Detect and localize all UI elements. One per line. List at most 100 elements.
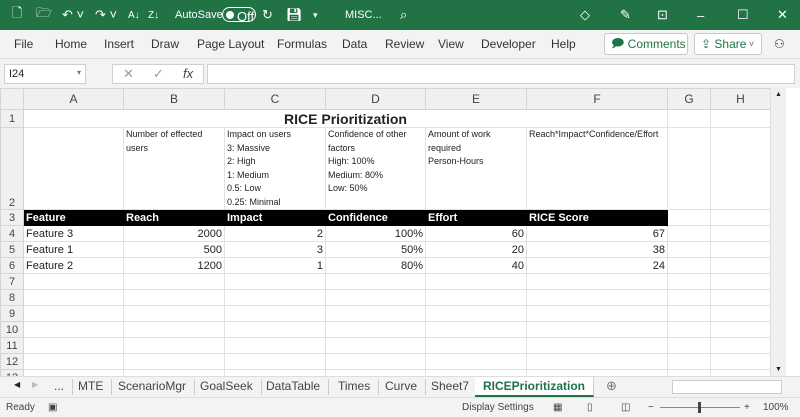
row-header[interactable]: 3 bbox=[0, 209, 24, 226]
cell[interactable] bbox=[23, 273, 124, 290]
cell[interactable]: 38 bbox=[526, 241, 668, 258]
tab-mte[interactable]: MTE bbox=[70, 379, 113, 395]
cell[interactable] bbox=[123, 305, 225, 322]
row-header[interactable]: 5 bbox=[0, 241, 24, 258]
description-cell[interactable]: Reach*Impact*Confidence/Effort bbox=[526, 127, 668, 210]
cell[interactable] bbox=[123, 337, 225, 354]
tab-scenariomgr[interactable]: ScenarioMgr bbox=[110, 379, 196, 395]
cell[interactable] bbox=[526, 273, 668, 290]
header-cell[interactable]: Confidence bbox=[325, 209, 426, 226]
search-icon[interactable]: ⌕ bbox=[400, 7, 408, 22]
cell[interactable]: 80% bbox=[325, 257, 426, 274]
menu-developer[interactable]: Developer bbox=[481, 37, 536, 51]
cell[interactable] bbox=[526, 353, 668, 370]
cell[interactable] bbox=[23, 127, 124, 210]
cell[interactable]: 1 bbox=[224, 257, 326, 274]
pen-icon[interactable]: ✎ bbox=[620, 7, 631, 22]
column-header[interactable]: D bbox=[325, 88, 426, 110]
customize-icon[interactable]: ▾ bbox=[313, 9, 318, 20]
cell[interactable] bbox=[123, 289, 225, 306]
cell[interactable]: 67 bbox=[526, 225, 668, 242]
cell[interactable]: Feature 2 bbox=[23, 257, 124, 274]
cell[interactable] bbox=[325, 321, 426, 338]
cell[interactable] bbox=[710, 289, 771, 306]
cell[interactable] bbox=[710, 257, 771, 274]
cell[interactable] bbox=[425, 273, 527, 290]
cell[interactable] bbox=[667, 353, 711, 370]
cell[interactable] bbox=[667, 241, 711, 258]
row-header[interactable]: 6 bbox=[0, 257, 24, 274]
tab-riceprioritization[interactable]: RICEPrioritization bbox=[475, 377, 595, 397]
cell[interactable] bbox=[425, 321, 527, 338]
cell[interactable]: 500 bbox=[123, 241, 225, 258]
cell[interactable] bbox=[123, 273, 225, 290]
vertical-scrollbar[interactable]: ▲ ▼ bbox=[770, 88, 786, 376]
cell[interactable] bbox=[526, 305, 668, 322]
cell[interactable] bbox=[667, 305, 711, 322]
column-header[interactable]: B bbox=[123, 88, 225, 110]
cell[interactable] bbox=[526, 321, 668, 338]
cell[interactable]: 40 bbox=[425, 257, 527, 274]
cell[interactable] bbox=[425, 289, 527, 306]
tab-scroll-left-icon[interactable]: ◀ bbox=[14, 380, 21, 389]
share-button[interactable]: ⇪ Share ˅ bbox=[694, 33, 762, 55]
cell[interactable] bbox=[224, 321, 326, 338]
cell[interactable] bbox=[224, 353, 326, 370]
row-header[interactable]: 9 bbox=[0, 305, 24, 322]
cell[interactable]: 50% bbox=[325, 241, 426, 258]
fx-icon[interactable]: fx bbox=[183, 66, 194, 81]
cell[interactable] bbox=[667, 273, 711, 290]
cell[interactable] bbox=[710, 109, 771, 128]
zoom-slider[interactable] bbox=[660, 402, 740, 413]
cell[interactable] bbox=[667, 321, 711, 338]
cell[interactable] bbox=[710, 273, 771, 290]
cell[interactable] bbox=[710, 353, 771, 370]
cell[interactable] bbox=[224, 289, 326, 306]
undo-icon[interactable]: ↶ ˅ bbox=[62, 7, 85, 22]
open-icon[interactable]: 🗁 bbox=[36, 5, 53, 20]
cell[interactable] bbox=[667, 289, 711, 306]
tab-scroll-right-icon[interactable]: ▶ bbox=[32, 380, 39, 389]
sheet-title[interactable]: RICE Prioritization bbox=[23, 109, 668, 128]
column-header[interactable]: A bbox=[23, 88, 124, 110]
normal-view-icon[interactable]: ▦ bbox=[553, 402, 563, 413]
cell[interactable] bbox=[667, 127, 711, 210]
select-all[interactable] bbox=[0, 88, 24, 110]
cell[interactable]: 2000 bbox=[123, 225, 225, 242]
cell[interactable] bbox=[23, 337, 124, 354]
cell[interactable]: 1200 bbox=[123, 257, 225, 274]
cell[interactable] bbox=[224, 273, 326, 290]
cell[interactable] bbox=[23, 289, 124, 306]
menu-page-layout[interactable]: Page Layout bbox=[197, 37, 265, 51]
cell[interactable] bbox=[123, 353, 225, 370]
cell[interactable] bbox=[23, 305, 124, 322]
sort-asc-icon[interactable]: A↓ bbox=[128, 9, 140, 21]
name-box[interactable]: I24 ▾ bbox=[4, 64, 86, 84]
header-cell[interactable]: Effort bbox=[425, 209, 527, 226]
cell[interactable] bbox=[325, 289, 426, 306]
comments-button[interactable]: 🗩 Comments bbox=[604, 33, 688, 55]
enter-icon[interactable]: ✓ bbox=[153, 66, 164, 81]
cell[interactable]: Feature 3 bbox=[23, 225, 124, 242]
cell[interactable] bbox=[325, 337, 426, 354]
cell[interactable] bbox=[710, 321, 771, 338]
cell[interactable]: Feature 1 bbox=[23, 241, 124, 258]
menu-insert[interactable]: Insert bbox=[104, 37, 135, 51]
save-icon[interactable]: 💾︎ bbox=[286, 7, 303, 22]
menu-formulas[interactable]: Formulas bbox=[277, 37, 328, 51]
horizontal-scrollbar[interactable] bbox=[672, 380, 782, 394]
cell[interactable] bbox=[526, 289, 668, 306]
page-break-view-icon[interactable]: ◫ bbox=[621, 402, 631, 413]
cell[interactable] bbox=[325, 273, 426, 290]
cell[interactable]: 60 bbox=[425, 225, 527, 242]
cell[interactable] bbox=[710, 127, 771, 210]
coauthor-icon[interactable]: ⚇ bbox=[774, 37, 785, 51]
row-header[interactable]: 4 bbox=[0, 225, 24, 242]
maximize-button[interactable]: ☐ bbox=[737, 7, 749, 22]
header-cell[interactable]: Feature bbox=[23, 209, 124, 226]
row-header[interactable]: 12 bbox=[0, 353, 24, 370]
menu-help[interactable]: Help bbox=[551, 37, 576, 51]
cell[interactable] bbox=[325, 353, 426, 370]
column-header[interactable]: H bbox=[710, 88, 771, 110]
cell[interactable] bbox=[23, 321, 124, 338]
